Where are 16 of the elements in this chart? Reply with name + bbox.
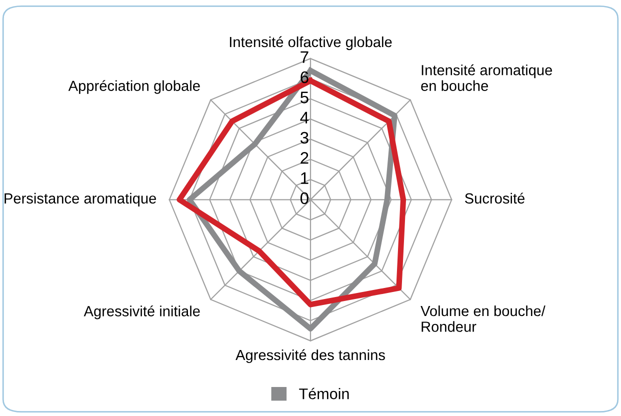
- legend-label: Témoin: [299, 388, 349, 400]
- spoke-label: Agressivité des tannins: [236, 349, 385, 364]
- y-tick-label: 3: [300, 132, 308, 144]
- y-tick-label: 2: [300, 152, 308, 164]
- spoke-label: Agressivité initiale: [84, 305, 200, 320]
- y-tick-label: 0: [300, 192, 308, 204]
- spoke-label: Intensité olfactive globale: [230, 36, 392, 50]
- y-tick-label: 4: [300, 112, 309, 124]
- spoke-label: Persistance aromatique: [4, 192, 156, 206]
- spoke-label: Appréciation globale: [68, 80, 200, 94]
- spoke-label: Volume en bouche/ Rondeur: [420, 305, 546, 332]
- spoke-label: Sucrosité: [465, 192, 524, 204]
- y-tick-label: 7: [300, 51, 308, 63]
- y-tick-label: 5: [300, 92, 308, 104]
- y-tick-label: 1: [301, 172, 308, 184]
- spoke-label: Intensité aromatique en bouche: [421, 64, 552, 92]
